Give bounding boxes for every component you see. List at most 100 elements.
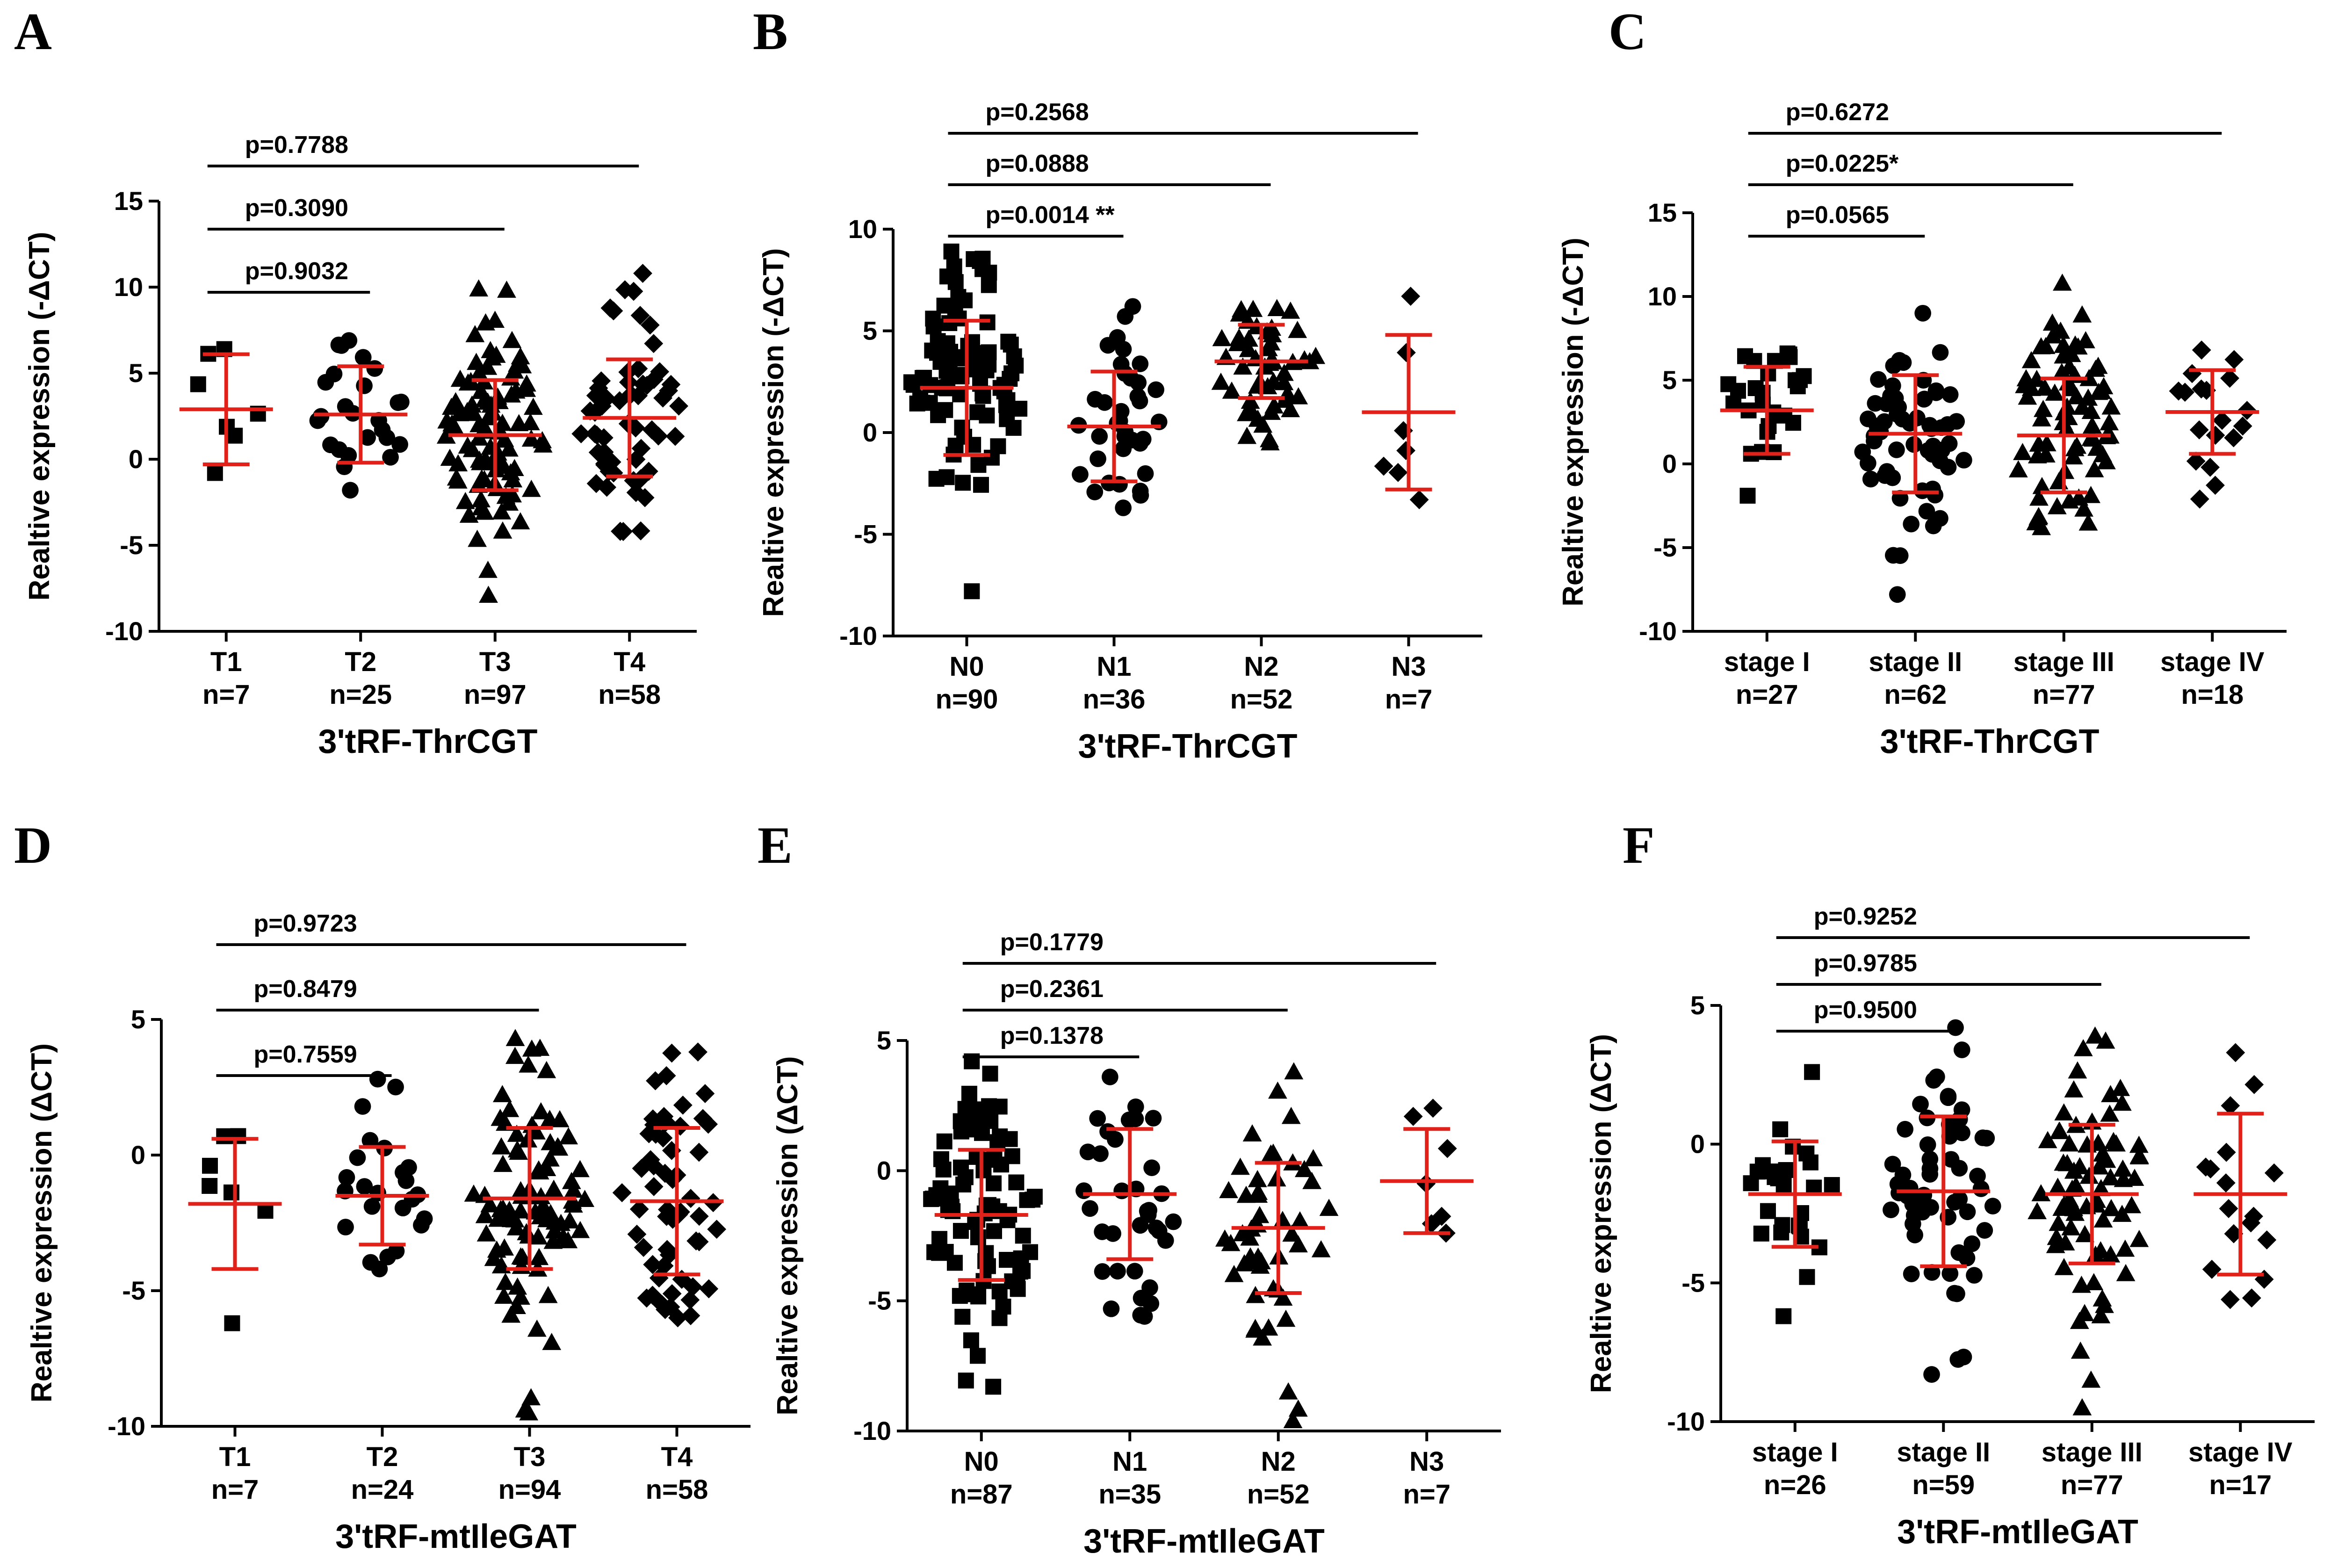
data-point	[517, 380, 536, 397]
data-point	[1889, 586, 1906, 603]
data-point	[1923, 1264, 1941, 1281]
panel-d: D -10 -5 0 5 Realtive expression (ΔCT) T1n=7 T…	[14, 817, 750, 1555]
data-point	[654, 1107, 674, 1126]
data-point	[1219, 1181, 1238, 1199]
data-point	[2089, 1157, 2109, 1175]
p-value-label: p=0.8479	[254, 975, 357, 1003]
data-point	[523, 397, 543, 415]
data-point	[1401, 287, 1421, 306]
count-label: n=59	[1912, 1470, 1975, 1500]
data-point	[2050, 1121, 2069, 1139]
data-point	[493, 1155, 512, 1172]
data-point	[1940, 1088, 1957, 1105]
data-point	[2059, 1190, 2079, 1207]
y-tick-label: 5	[877, 1026, 891, 1055]
data-point	[1802, 1154, 1818, 1171]
data-point	[469, 450, 489, 468]
data-point	[479, 585, 498, 603]
data-point	[330, 336, 347, 354]
data-point	[2081, 1370, 2101, 1388]
data-point	[980, 1103, 996, 1119]
data-point	[1010, 1281, 1026, 1297]
data-point	[1885, 547, 1902, 564]
data-point	[643, 1255, 663, 1274]
data-point	[986, 1223, 1003, 1239]
panel-b-letter: B	[753, 3, 788, 61]
data-point	[668, 1308, 687, 1328]
data-point	[1090, 450, 1106, 467]
data-point	[1950, 1244, 1968, 1261]
data-point	[2221, 1096, 2240, 1115]
category-label: stage III	[2042, 1437, 2143, 1467]
data-point	[1094, 1223, 1111, 1240]
data-point	[1403, 1106, 1423, 1126]
data-point	[2101, 397, 2121, 415]
p-value-label: p=0.6272	[1786, 99, 1889, 126]
data-point	[2224, 350, 2244, 369]
data-point	[519, 1055, 538, 1073]
data-point	[394, 1199, 411, 1217]
point-group-stage-iii	[2028, 1026, 2149, 1416]
data-point	[2092, 382, 2111, 399]
data-point	[1165, 1213, 1182, 1230]
data-point	[190, 376, 206, 392]
data-point	[2100, 413, 2119, 431]
data-point	[1127, 1098, 1144, 1115]
data-point	[509, 1142, 528, 1160]
data-point	[2048, 1178, 2068, 1195]
error-bar	[335, 1145, 429, 1247]
data-point	[361, 1132, 379, 1149]
data-point	[1903, 1265, 1920, 1283]
data-point	[2054, 335, 2073, 353]
data-point	[502, 385, 521, 403]
point-group-stage-ii	[1883, 1019, 2001, 1383]
data-point	[961, 1286, 978, 1302]
panel-e-chart: -10 -5 0 5 Realtive expression (ΔCT) N0n=87 N1…	[772, 929, 1501, 1560]
data-point	[1422, 1214, 1441, 1234]
data-point	[530, 1162, 549, 1180]
data-point	[1229, 328, 1249, 346]
data-point	[224, 1315, 240, 1331]
p-value-label: p=0.9785	[1814, 950, 1917, 977]
data-point	[500, 1099, 520, 1117]
data-point	[974, 1125, 990, 1141]
error-bar	[1720, 365, 1814, 456]
data-point	[1082, 1200, 1098, 1217]
data-point	[2093, 1210, 2113, 1228]
data-point	[975, 388, 991, 404]
data-point	[1211, 372, 1231, 390]
data-point	[486, 346, 506, 363]
data-point	[633, 264, 652, 283]
data-point	[931, 1231, 948, 1247]
data-point	[2107, 1134, 2126, 1152]
error-bar	[314, 364, 408, 465]
data-point	[1388, 463, 1408, 482]
error-bar	[1214, 323, 1308, 400]
y-tick-label: -10	[108, 1411, 145, 1441]
data-point	[1978, 1130, 1995, 1147]
category-label: stage II	[1897, 1437, 1990, 1467]
data-point	[640, 315, 660, 335]
data-point	[1883, 1201, 1899, 1219]
p-value-label: p=0.9032	[245, 258, 348, 285]
data-point	[1754, 1157, 1771, 1173]
data-point	[540, 1110, 559, 1127]
data-point	[631, 439, 651, 458]
data-point	[2190, 489, 2209, 509]
data-point	[594, 442, 614, 462]
data-point	[1248, 1183, 1268, 1200]
count-label: n=36	[1083, 684, 1146, 715]
p-value-label: p=0.9500	[1814, 997, 1917, 1024]
data-point	[1409, 490, 1429, 509]
y-tick-label: 0	[131, 1140, 145, 1170]
data-point	[1956, 452, 1972, 469]
data-point	[1928, 1068, 1945, 1085]
count-label: n=7	[202, 679, 250, 710]
category-label: stage I	[1752, 1437, 1838, 1467]
data-point	[2088, 356, 2108, 374]
point-group-n1	[1075, 1069, 1182, 1325]
data-point	[2054, 1103, 2074, 1121]
data-point	[2057, 1154, 2077, 1171]
data-point	[230, 1128, 246, 1144]
